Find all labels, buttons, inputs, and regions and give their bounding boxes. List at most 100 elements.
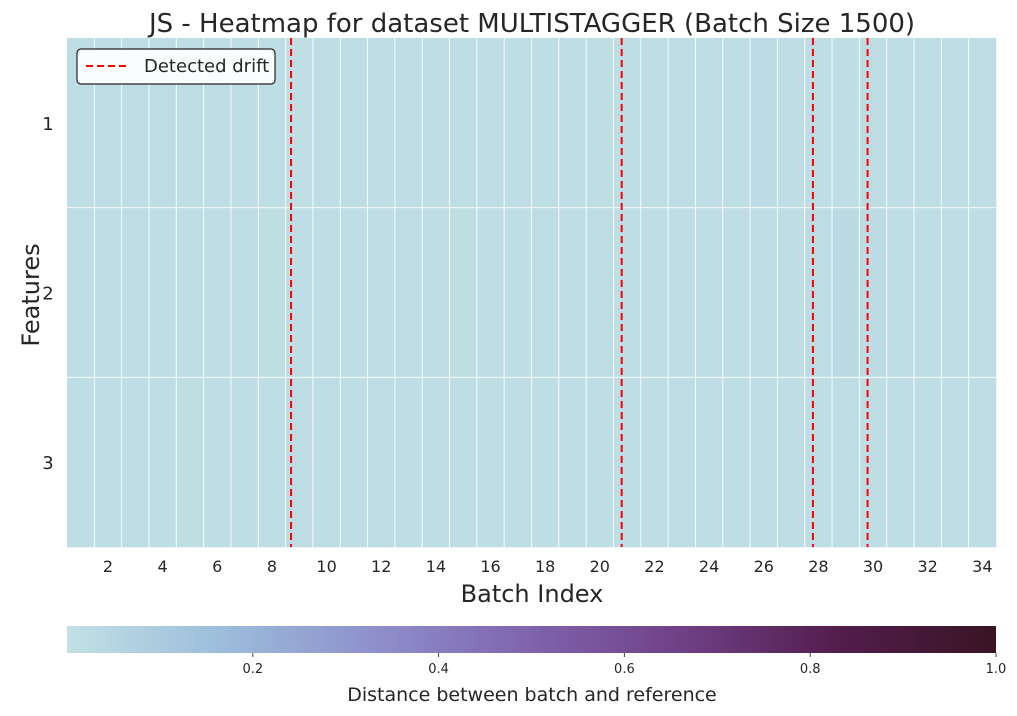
heatmap-cell bbox=[613, 207, 642, 378]
drift-lines bbox=[290, 38, 869, 547]
heatmap-cell bbox=[558, 38, 587, 208]
heatmap-cell bbox=[476, 207, 505, 378]
heatmap-cell bbox=[422, 207, 450, 378]
y-tick-label: 3 bbox=[42, 453, 53, 474]
legend-drift-label: Detected drift bbox=[144, 56, 269, 77]
heatmap-cell bbox=[176, 207, 204, 378]
heatmap-cell bbox=[312, 207, 341, 378]
x-tick-label: 34 bbox=[972, 557, 992, 576]
x-tick-label: 22 bbox=[644, 557, 664, 576]
heatmap-cell bbox=[668, 207, 696, 378]
heatmap-cell bbox=[367, 377, 396, 548]
heatmap-cell bbox=[914, 207, 942, 378]
heatmap-cell bbox=[695, 38, 724, 208]
heatmap-cell bbox=[722, 207, 751, 378]
heatmap-cell bbox=[558, 377, 587, 548]
heatmap-cell bbox=[203, 207, 232, 378]
legend: Detected drift bbox=[76, 48, 276, 85]
heatmap-cell bbox=[640, 38, 669, 208]
heatmap-cell bbox=[886, 38, 915, 208]
heatmap-cell bbox=[531, 207, 560, 378]
heatmap-cell bbox=[340, 207, 368, 378]
heatmap-cell bbox=[367, 38, 396, 208]
heatmap-cell bbox=[121, 377, 150, 548]
heatmap-cell bbox=[504, 38, 532, 208]
heatmap-cell bbox=[777, 38, 806, 208]
colorbar-tick-label: 0.8 bbox=[800, 662, 821, 677]
heatmap-cell bbox=[640, 207, 669, 378]
heatmap-cell bbox=[476, 377, 505, 548]
heatmap-cell bbox=[832, 377, 860, 548]
heatmap-cell bbox=[804, 207, 833, 378]
colorbar-tick-label: 1.0 bbox=[986, 662, 1007, 677]
heatmap-cell bbox=[94, 377, 122, 548]
heatmap-cell bbox=[230, 377, 259, 548]
chart-title: JS - Heatmap for dataset MULTISTAGGER (B… bbox=[147, 9, 915, 39]
heatmap-cell bbox=[312, 377, 341, 548]
heatmap-cell bbox=[230, 207, 259, 378]
heatmap-cell bbox=[586, 207, 614, 378]
heatmap-cell bbox=[777, 377, 806, 548]
x-tick-label: 2 bbox=[103, 557, 113, 576]
heatmap-cell bbox=[941, 38, 969, 208]
y-tick-label: 2 bbox=[42, 284, 53, 305]
x-tick-label: 4 bbox=[158, 557, 168, 576]
heatmap-cell bbox=[668, 377, 696, 548]
heatmap-cell bbox=[258, 207, 286, 378]
heatmap-cell bbox=[449, 207, 478, 378]
x-tick-label: 28 bbox=[808, 557, 828, 576]
colorbar bbox=[67, 626, 996, 653]
heatmap-cell bbox=[531, 38, 560, 208]
x-tick-label: 16 bbox=[480, 557, 500, 576]
heatmap-cell bbox=[340, 38, 368, 208]
heatmap-cell bbox=[422, 38, 450, 208]
heatmap-cell bbox=[750, 38, 778, 208]
y-axis-label: Features bbox=[17, 243, 45, 346]
x-tick-label: 6 bbox=[212, 557, 222, 576]
heatmap-cell bbox=[859, 377, 888, 548]
colorbar-ticks: 0.2 0.4 0.6 0.8 1.0 bbox=[242, 653, 1006, 677]
heatmap-cell bbox=[285, 377, 314, 548]
y-tick-label: 1 bbox=[42, 114, 53, 135]
x-tick-label: 30 bbox=[863, 557, 883, 576]
heatmap-cell bbox=[285, 38, 314, 208]
heatmap-cell bbox=[121, 207, 150, 378]
x-tick-label: 10 bbox=[316, 557, 336, 576]
heatmap-cell bbox=[941, 207, 969, 378]
heatmap-cell bbox=[449, 38, 478, 208]
heatmap-cell bbox=[804, 377, 833, 548]
heatmap-cell bbox=[586, 377, 614, 548]
colorbar-tick-label: 0.2 bbox=[242, 662, 263, 677]
x-axis-label: Batch Index bbox=[461, 580, 604, 608]
colorbar-tick-label: 0.4 bbox=[428, 662, 449, 677]
heatmap-cell bbox=[613, 377, 642, 548]
heatmap-cell bbox=[722, 377, 751, 548]
heatmap-cell bbox=[558, 207, 587, 378]
x-tick-label: 18 bbox=[535, 557, 555, 576]
heatmap-cell bbox=[968, 377, 997, 548]
heatmap-cell bbox=[258, 377, 286, 548]
colorbar-tick-label: 0.6 bbox=[614, 662, 635, 677]
heatmap-gridlines bbox=[67, 38, 996, 547]
heatmap-cell bbox=[832, 38, 860, 208]
heatmap-cell bbox=[695, 377, 724, 548]
heatmap-cell bbox=[886, 207, 915, 378]
heatmap-cell bbox=[859, 38, 888, 208]
heatmap-cell bbox=[340, 377, 368, 548]
heatmap-cell bbox=[67, 377, 95, 548]
heatmap-cell bbox=[804, 38, 833, 208]
heatmap-cell bbox=[640, 377, 669, 548]
heatmap-cells bbox=[67, 38, 997, 548]
heatmap-cell bbox=[148, 377, 177, 548]
heatmap-cell bbox=[859, 207, 888, 378]
heatmap-cell bbox=[914, 377, 942, 548]
heatmap-cell bbox=[476, 38, 505, 208]
colorbar-label: Distance between batch and reference bbox=[347, 684, 717, 706]
heatmap-cell bbox=[504, 207, 532, 378]
x-tick-label: 24 bbox=[699, 557, 719, 576]
heatmap-cell bbox=[504, 377, 532, 548]
heatmap-cell bbox=[67, 207, 95, 378]
heatmap-cell bbox=[394, 207, 423, 378]
heatmap-cell bbox=[832, 207, 860, 378]
